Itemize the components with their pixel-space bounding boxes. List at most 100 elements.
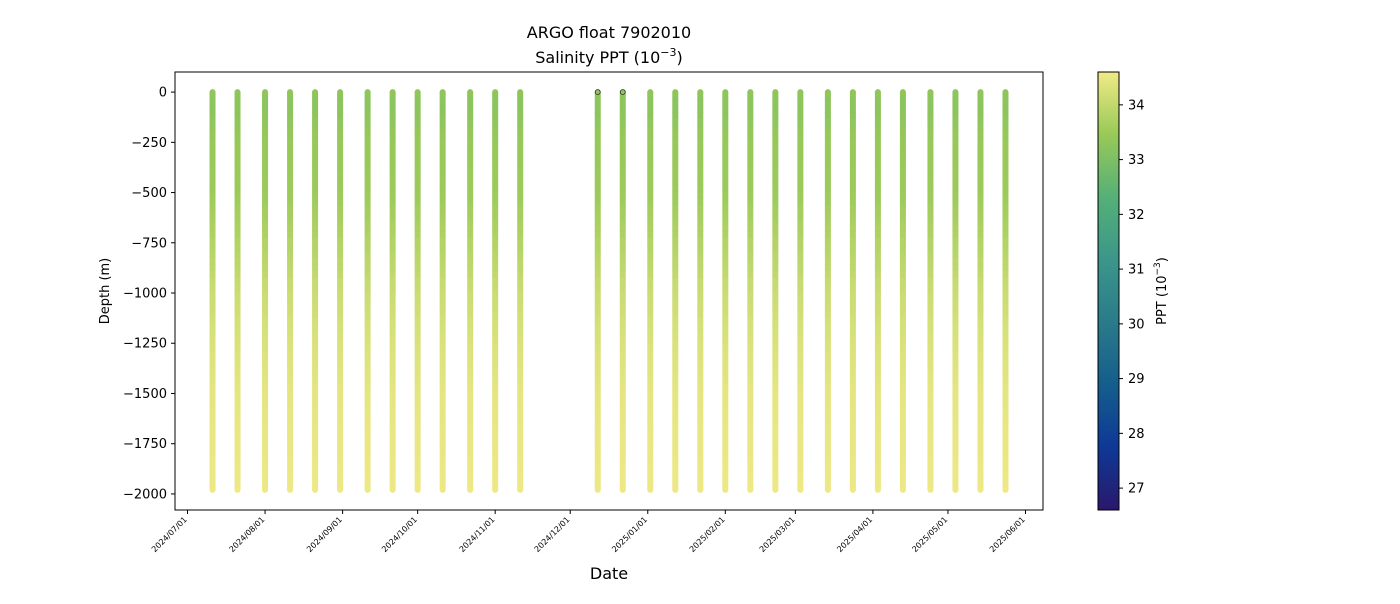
profile-segment — [952, 476, 959, 484]
profile-segment — [594, 297, 601, 305]
profile-segment — [672, 436, 679, 445]
profile-segment — [619, 377, 626, 385]
profile-segment — [977, 416, 984, 425]
profile-segment — [234, 118, 241, 126]
profile-segment — [772, 118, 779, 126]
profile-segment — [439, 317, 446, 325]
profile-segment — [389, 284, 396, 292]
profile-segment — [467, 211, 474, 219]
profile-segment — [874, 443, 881, 451]
profile-segment — [262, 131, 269, 140]
profile-segment — [337, 463, 344, 471]
profile-segment — [209, 416, 216, 425]
profile-segment — [672, 218, 679, 226]
profile-segment — [364, 476, 371, 484]
profile-segment — [927, 463, 934, 471]
profile-segment — [824, 436, 831, 445]
profile-segment — [672, 171, 679, 179]
profile-segment — [672, 377, 679, 385]
profile-segment — [389, 224, 396, 232]
profile-segment — [722, 430, 729, 438]
profile-segment — [209, 158, 216, 166]
profile-segment — [977, 310, 984, 319]
profile-segment — [389, 204, 396, 213]
profile-segment — [619, 416, 626, 425]
profile-segment — [262, 344, 269, 352]
profile-segment — [772, 171, 779, 179]
profile-segment — [927, 337, 934, 345]
x-tick-label: 2024/12/01 — [533, 515, 572, 554]
profile-segment — [722, 98, 729, 106]
profile-segment — [899, 397, 906, 405]
profile-segment — [287, 118, 294, 126]
profile-segment — [697, 125, 704, 133]
profile-segment — [262, 125, 269, 133]
profile-segment — [439, 165, 446, 173]
profile-segment — [747, 224, 754, 232]
profile-segment — [697, 271, 704, 279]
profile-segment — [772, 310, 779, 319]
profile-segment — [287, 244, 294, 252]
profile-segment — [849, 436, 856, 445]
profile-segment — [952, 297, 959, 305]
profile-segment — [899, 111, 906, 120]
profile-segment — [1002, 92, 1009, 100]
profile-segment — [952, 105, 959, 113]
profile-segment — [209, 257, 216, 266]
profile-segment — [899, 145, 906, 153]
profile-segment — [517, 291, 524, 299]
profile-segment — [874, 350, 881, 358]
profile-segment — [209, 403, 216, 411]
profile-segment — [287, 198, 294, 206]
profile-segment — [797, 251, 804, 259]
profile-segment — [1002, 390, 1009, 398]
profile-segment — [747, 350, 754, 358]
profile-segment — [467, 330, 474, 339]
y-axis-label: Depth (m) — [98, 258, 113, 325]
profile-segment — [439, 397, 446, 405]
profile-segment — [312, 92, 319, 100]
profile-segment — [927, 231, 934, 239]
profile-segment — [287, 231, 294, 239]
profile-segment — [312, 383, 319, 392]
profile-segment — [262, 436, 269, 445]
profile-segment — [209, 377, 216, 385]
profile-segment — [594, 456, 601, 464]
profile-segment — [287, 377, 294, 385]
profile-segment — [722, 410, 729, 418]
profile-segment — [209, 191, 216, 199]
profile-segment — [414, 450, 421, 458]
profile-column — [952, 89, 959, 493]
profile-segment — [697, 344, 704, 352]
profile-segment — [1002, 151, 1009, 159]
profile-segment — [647, 125, 654, 133]
profile-segment — [312, 423, 319, 431]
profile-top-cap — [209, 89, 216, 96]
profile-segment — [952, 184, 959, 193]
profile-segment — [209, 204, 216, 213]
profile-segment — [492, 237, 499, 246]
profile-segment — [927, 370, 934, 378]
profile-segment — [337, 443, 344, 451]
profile-segment — [439, 350, 446, 358]
profile-segment — [849, 330, 856, 339]
profile-segment — [977, 271, 984, 279]
profile-segment — [492, 184, 499, 193]
profile-segment — [824, 131, 831, 140]
profile-segment — [672, 284, 679, 292]
profile-segment — [439, 304, 446, 312]
profile-segment — [899, 456, 906, 464]
profile-segment — [927, 430, 934, 438]
profile-segment — [824, 397, 831, 405]
profile-segment — [312, 390, 319, 398]
profile-segment — [594, 271, 601, 279]
profile-segment — [312, 111, 319, 120]
profile-segment — [234, 390, 241, 398]
profile-column — [977, 89, 984, 493]
profile-segment — [287, 470, 294, 478]
profile-segment — [672, 138, 679, 146]
profile-segment — [772, 111, 779, 120]
profile-segment — [209, 304, 216, 312]
profile-segment — [262, 463, 269, 471]
profile-segment — [209, 98, 216, 106]
